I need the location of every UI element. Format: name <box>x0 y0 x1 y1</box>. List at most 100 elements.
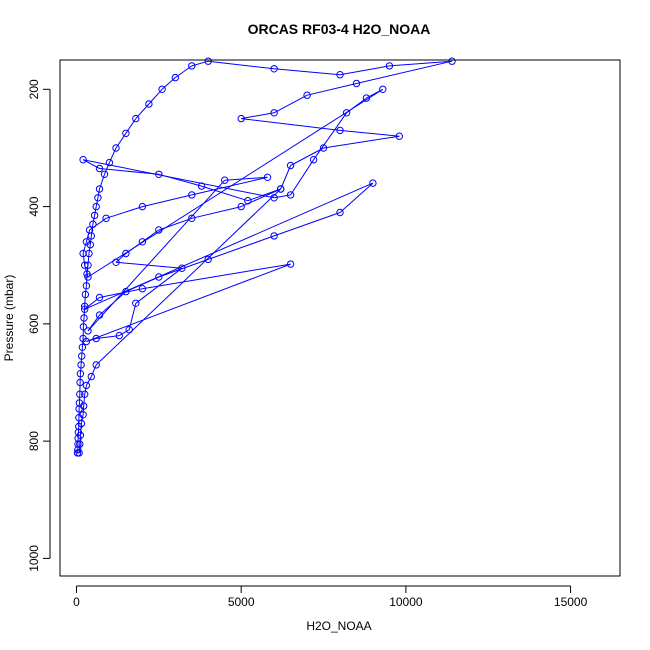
data-point <box>178 264 186 272</box>
series-segment <box>208 235 275 260</box>
series-segment <box>119 329 130 337</box>
data-point <box>188 62 196 70</box>
series-lines <box>77 60 453 453</box>
series-segment <box>89 235 92 245</box>
data-point <box>122 287 130 296</box>
data-point <box>448 57 456 65</box>
series-segment <box>81 338 84 348</box>
series-segment <box>161 77 176 90</box>
data-point <box>342 109 351 117</box>
series-segment <box>82 405 85 415</box>
series-segment <box>241 118 341 131</box>
data-point <box>204 255 212 264</box>
data-point <box>82 238 91 246</box>
data-point <box>122 129 130 138</box>
series-segment <box>79 364 82 374</box>
series-segment <box>339 129 400 137</box>
x-tick-label: 15000 <box>554 595 588 609</box>
data-point <box>197 182 206 190</box>
series-segment <box>92 215 96 225</box>
data-point <box>90 211 99 220</box>
data-point <box>95 293 104 302</box>
data-point <box>112 258 120 266</box>
plot-frame <box>59 59 621 577</box>
data-point <box>81 261 89 269</box>
data-point <box>270 109 278 117</box>
series-segment <box>95 197 99 207</box>
series-segment <box>241 112 275 120</box>
series-segment <box>81 347 83 357</box>
data-point <box>286 191 295 199</box>
data-point <box>77 419 86 428</box>
series-segment <box>87 88 384 278</box>
data-point <box>84 273 92 281</box>
series-segment <box>87 179 226 332</box>
data-point <box>76 431 85 439</box>
series-segment <box>97 188 100 198</box>
data-point <box>92 361 100 369</box>
data-point <box>171 73 180 82</box>
series-segment <box>115 133 127 149</box>
data-point <box>244 197 252 205</box>
data-point <box>277 185 285 193</box>
series-segment <box>88 244 91 254</box>
series-segment <box>339 65 390 76</box>
data-point <box>155 273 163 281</box>
data-point <box>76 378 84 387</box>
x-axis-label: H2O_NOAA <box>306 619 371 633</box>
data-point <box>112 144 120 152</box>
series-segment <box>83 159 275 199</box>
data-point <box>81 290 90 299</box>
series-segment <box>323 135 400 149</box>
data-point <box>138 238 147 246</box>
series-segment <box>346 97 367 114</box>
data-point <box>82 381 91 390</box>
data-point <box>221 176 229 184</box>
data-point <box>81 305 89 313</box>
data-point <box>82 337 91 346</box>
series-segment <box>290 159 315 196</box>
data-point <box>79 156 87 164</box>
data-point <box>105 158 114 167</box>
data-point <box>362 94 371 102</box>
data-point <box>188 214 196 223</box>
series-segment <box>78 444 81 453</box>
data-point <box>155 226 163 234</box>
data-point <box>82 282 91 290</box>
data-point <box>286 161 295 170</box>
series-segment <box>105 206 143 219</box>
data-point <box>79 323 88 331</box>
series-segment <box>158 173 202 187</box>
series-segment <box>82 253 86 266</box>
series-segment <box>79 435 81 445</box>
data-point <box>122 249 130 258</box>
data-point <box>77 361 85 369</box>
series-segment <box>86 263 291 342</box>
series-segment <box>142 263 291 290</box>
data-point <box>138 285 147 293</box>
data-point <box>158 85 166 94</box>
series-segment <box>99 168 159 175</box>
data-point <box>385 62 394 70</box>
series-segment <box>95 188 282 366</box>
y-tick-label: 200 <box>27 79 41 99</box>
x-tick-label: 0 <box>73 595 80 609</box>
data-point <box>92 334 100 343</box>
data-point <box>125 326 133 334</box>
y-tick-label: 800 <box>27 431 41 451</box>
x-tick-label: 10000 <box>389 595 423 609</box>
series-segment <box>108 147 117 163</box>
y-tick-label: 400 <box>27 196 41 216</box>
series-segment <box>82 317 85 327</box>
series-segment <box>99 174 105 190</box>
x-axis: 0 5000 10000 15000 <box>73 585 588 609</box>
series-segment <box>128 303 137 330</box>
data-point <box>132 299 140 307</box>
data-point <box>89 220 97 228</box>
y-axis-label: Pressure (mbar) <box>2 275 16 362</box>
series-segment <box>84 285 87 295</box>
data-point <box>94 194 102 202</box>
data-point <box>75 449 83 457</box>
data-point <box>145 100 153 108</box>
data-point <box>102 214 110 223</box>
